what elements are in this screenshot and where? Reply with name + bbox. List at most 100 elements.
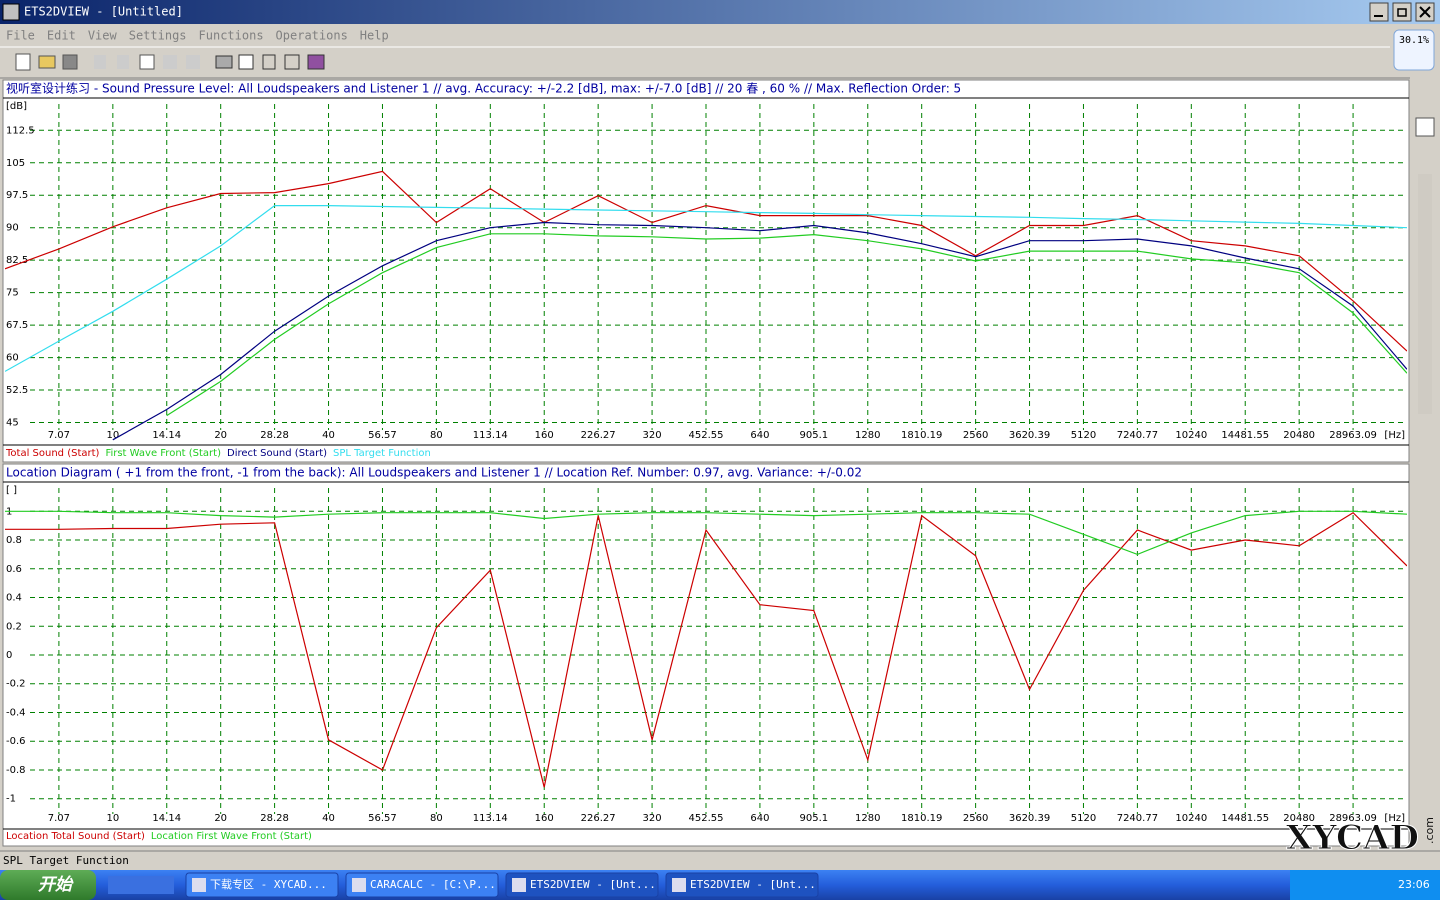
x-tick-label: 7240.77: [1117, 813, 1158, 824]
x-tick-label: 5120: [1071, 813, 1096, 824]
y-tick-label: 45: [6, 418, 19, 429]
y-tick-label: 0.2: [6, 621, 22, 632]
menu-bar: File Edit View Settings Functions Operations H…: [6, 29, 389, 43]
book-button[interactable]: [307, 54, 325, 70]
series-line: [166, 233, 1407, 417]
x-tick-label: 80: [430, 813, 443, 824]
x-tick-label: 10240: [1175, 430, 1207, 441]
x-tick-label: 40: [322, 430, 335, 441]
new-button[interactable]: [15, 53, 31, 71]
preview-button[interactable]: [238, 54, 254, 70]
task-list: 下载专区 - XYCAD... CARACALC - [C:\P... ETS2DV…: [108, 872, 819, 898]
menu-item[interactable]: Settings: [129, 29, 187, 43]
x-tick-label: 20480: [1283, 430, 1315, 441]
series-line: [5, 511, 1407, 788]
x-tick-label: 226.27: [581, 430, 616, 441]
side-toolbar: [1415, 96, 1435, 414]
y-unit: [ ]: [6, 485, 17, 496]
paste-button[interactable]: [163, 55, 177, 69]
x-tick-label: 1280: [855, 813, 880, 824]
x-unit: [Hz]: [1384, 813, 1405, 824]
menu-item[interactable]: Functions: [199, 29, 264, 43]
x-tick-label: 2560: [963, 813, 988, 824]
delete-button[interactable]: [117, 55, 129, 69]
x-tick-label: 160: [535, 430, 554, 441]
zoom-tool[interactable]: [1416, 96, 1434, 114]
help-button[interactable]: [262, 54, 276, 70]
task-label: ETS2DVIEW - [Unt...: [530, 878, 656, 891]
menu-item[interactable]: Edit: [47, 29, 76, 43]
x-tick-label: 10: [106, 813, 119, 824]
y-tick-label: 0.4: [6, 593, 22, 604]
status-text: SPL Target Function: [3, 854, 129, 867]
menu-item[interactable]: Operations: [276, 29, 348, 43]
x-tick-label: 20480: [1283, 813, 1315, 824]
x-unit: [Hz]: [1384, 430, 1405, 441]
x-tick-label: 160: [535, 813, 554, 824]
menu-item[interactable]: File: [6, 29, 35, 43]
x-tick-label: 14.14: [152, 813, 181, 824]
task-button[interactable]: [185, 872, 339, 898]
legend-entry: SPL Target Function: [333, 448, 431, 459]
cut-button[interactable]: [94, 55, 106, 69]
task-button[interactable]: [505, 872, 659, 898]
x-tick-label: 3620.39: [1009, 430, 1050, 441]
badge-box: [1393, 29, 1435, 71]
x-tick-label: 452.55: [689, 813, 724, 824]
restore-button[interactable]: [1392, 2, 1412, 22]
x-tick-label: 10240: [1175, 813, 1207, 824]
window-title: ETS2DVIEW - [Untitled]: [24, 5, 183, 19]
x-tick-label: 113.14: [473, 813, 508, 824]
print-button[interactable]: [215, 55, 233, 69]
x-tick-label: 28.28: [260, 430, 289, 441]
series-line: [5, 205, 1407, 372]
y-tick-label: -0.4: [6, 707, 26, 718]
x-tick-label: 226.27: [581, 813, 616, 824]
copy-button[interactable]: [139, 54, 155, 70]
y-tick-label: -0.8: [6, 765, 26, 776]
y-tick-label: 60: [6, 353, 19, 364]
task-icon: [672, 878, 686, 892]
context-help-button[interactable]: [284, 54, 300, 70]
y-tick-label: -1: [6, 794, 16, 805]
x-tick-label: 7240.77: [1117, 430, 1158, 441]
title-bar: [0, 0, 1440, 24]
task-button[interactable]: [345, 872, 499, 898]
y-tick-label: 105: [6, 158, 25, 169]
x-tick-label: 14481.55: [1221, 813, 1269, 824]
start-button[interactable]: [0, 870, 96, 900]
menu-item[interactable]: Help: [360, 29, 389, 43]
series-line: [5, 510, 1407, 556]
y-tick-label: 52.5: [6, 385, 28, 396]
x-tick-label: 113.14: [473, 430, 508, 441]
undo-button[interactable]: [186, 55, 200, 69]
y-unit: [dB]: [6, 101, 27, 112]
task-label: 下载专区 - XYCAD...: [210, 877, 327, 891]
x-tick-label: 1280: [855, 430, 880, 441]
x-tick-label: 20: [214, 430, 227, 441]
minimize-button[interactable]: [1369, 2, 1389, 22]
task-button[interactable]: [665, 872, 819, 898]
x-tick-label: 7.07: [48, 813, 70, 824]
x-tick-label: 3620.39: [1009, 813, 1050, 824]
x-tick-label: 1810.19: [901, 430, 942, 441]
toolbar: [0, 46, 1410, 79]
window-buttons: [1369, 2, 1435, 22]
x-tick-label: 640: [750, 813, 769, 824]
series-line: [112, 221, 1407, 441]
app-icon: [2, 3, 20, 21]
x-tick-label: 40: [322, 813, 335, 824]
x-tick-label: 28963.09: [1329, 813, 1377, 824]
series-line: [5, 170, 1407, 352]
task-icon: [352, 878, 366, 892]
open-button[interactable]: [38, 55, 56, 69]
legend-entry: Location Total Sound (Start): [6, 831, 145, 842]
pointer-tool[interactable]: [1415, 117, 1435, 137]
y-tick-label: 75: [6, 288, 19, 299]
save-button[interactable]: [62, 54, 78, 70]
menu-item[interactable]: View: [88, 29, 118, 43]
y-tick-label: 90: [6, 223, 19, 234]
y-tick-label: -0.2: [6, 679, 26, 690]
pen-tool[interactable]: [1416, 140, 1434, 158]
